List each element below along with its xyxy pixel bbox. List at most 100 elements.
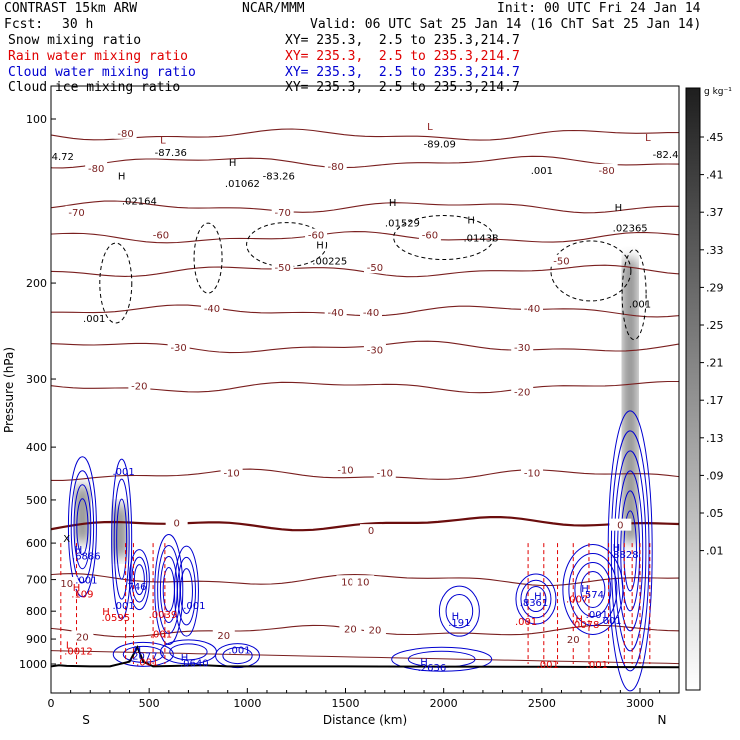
isotherm-label-bg bbox=[595, 163, 618, 176]
extremum-label: -87.36 bbox=[155, 148, 187, 159]
isotherm-line bbox=[51, 231, 679, 244]
colorbar-tick-label: .21 bbox=[706, 357, 724, 370]
isotherm-line bbox=[51, 516, 679, 532]
mixing-ratio-contour bbox=[112, 641, 174, 667]
isotherm-label-bg bbox=[114, 126, 137, 139]
isotherm-label-bg bbox=[334, 463, 357, 476]
extremum-label: L bbox=[66, 640, 72, 651]
extremum-label: H bbox=[615, 203, 623, 214]
init-time: Init: 00 UTC Fri 24 Jan 14 bbox=[497, 1, 701, 16]
isotherm-label: -10 bbox=[377, 468, 393, 479]
isotherm-label-bg bbox=[220, 466, 243, 479]
extremum-label: .109 bbox=[71, 589, 93, 600]
isotherm-label-bg bbox=[363, 343, 386, 356]
extremum-label: .001 bbox=[599, 616, 621, 627]
mixing-ratio-contour bbox=[73, 484, 92, 570]
extremum-label: .001 bbox=[586, 660, 608, 671]
shading-core bbox=[623, 258, 638, 544]
model-title: CONTRAST 15km ARW bbox=[4, 1, 138, 16]
mixing-ratio-contour bbox=[580, 571, 606, 609]
mixing-ratio-contour bbox=[179, 568, 193, 615]
extremum-label: L bbox=[645, 133, 651, 144]
isotherm-label: -10 bbox=[524, 468, 540, 479]
colorbar-tick-label: .13 bbox=[706, 432, 724, 445]
isotherm-label: -50 bbox=[275, 263, 291, 274]
mixing-ratio-contour bbox=[391, 646, 493, 672]
isotherm-label-bg bbox=[352, 575, 375, 588]
forecast-value: 30 h bbox=[62, 17, 94, 32]
isotherm-label: -60 bbox=[308, 231, 324, 242]
field-xy-cloud-water: XY= 235.3, 2.5 to 235.3,214.7 bbox=[285, 65, 520, 80]
mixing-ratio-contour bbox=[621, 249, 647, 341]
mixing-ratio-contour bbox=[562, 544, 624, 636]
extremum-label: H bbox=[102, 607, 110, 618]
isotherm-label-bg bbox=[149, 228, 172, 241]
extremum-label: -83.26 bbox=[263, 172, 295, 183]
extremum-label: .001 bbox=[136, 658, 158, 669]
extremum-label: .0595 bbox=[101, 613, 130, 624]
shading-core bbox=[112, 504, 127, 559]
isotherm-label: -10 bbox=[337, 466, 353, 477]
isotherm-label-bg bbox=[521, 301, 544, 314]
x-tick-label: 0 bbox=[48, 697, 55, 710]
extremum-label: .574 bbox=[582, 590, 604, 601]
extremum-label: .0039 bbox=[149, 610, 178, 621]
isotherm-label-bg bbox=[360, 524, 383, 537]
isotherm-label: 20 bbox=[369, 626, 382, 637]
field-xy-rain: XY= 235.3, 2.5 to 235.3,214.7 bbox=[285, 49, 520, 64]
mixing-ratio-contour bbox=[70, 470, 95, 584]
field-name-cloud-ice: Cloud ice mixing ratio bbox=[8, 80, 181, 95]
isotherm-label-bg bbox=[521, 466, 544, 479]
extremum-label: H bbox=[575, 614, 583, 625]
y-tick-label: 500 bbox=[26, 494, 47, 507]
mixing-ratio-contour bbox=[222, 647, 253, 665]
isotherm-label: 20 bbox=[567, 635, 580, 646]
x-tick-label: 2500 bbox=[528, 697, 556, 710]
isotherm-label: -70 bbox=[68, 208, 84, 219]
isotherm-line bbox=[51, 128, 679, 141]
isotherm-label: -40 bbox=[204, 304, 220, 315]
extremum-label: .001 bbox=[531, 166, 553, 177]
extremum-label: -82.4 bbox=[653, 150, 679, 161]
isotherm-label: -50 bbox=[367, 263, 383, 274]
extremum-label: .001 bbox=[515, 617, 537, 628]
y-tick-label: 800 bbox=[26, 605, 47, 618]
isotherm-label: 20 bbox=[217, 631, 230, 642]
isotherm-label: 0 bbox=[368, 526, 374, 537]
extremum-label: H bbox=[134, 645, 142, 656]
mixing-ratio-contour bbox=[568, 553, 618, 627]
x-tick-label: 500 bbox=[139, 697, 160, 710]
extremum-label: H bbox=[534, 591, 542, 602]
extremum-label: H bbox=[118, 172, 126, 183]
mixing-ratio-contour bbox=[445, 594, 474, 629]
extremum-label: .001 bbox=[228, 645, 250, 656]
endpoint-left: S bbox=[82, 713, 90, 727]
isotherm-label: 10 bbox=[60, 579, 73, 590]
mixing-ratio-contour bbox=[520, 579, 552, 619]
extremum-label: .0012 bbox=[64, 647, 93, 658]
x-tick-label: 2000 bbox=[430, 697, 458, 710]
valid-time: Valid: 06 UTC Sat 25 Jan 14 (16 ChT Sat … bbox=[310, 17, 702, 32]
colorbar-units: g kg⁻¹ bbox=[704, 87, 732, 97]
isotherm-label-bg bbox=[511, 340, 534, 353]
colorbar-tick-label: .29 bbox=[706, 281, 724, 294]
y-axis-ticks: 100 200 300 400 500 600 700 800 900 1000 bbox=[19, 113, 56, 671]
isotherm-label: -40 bbox=[363, 308, 379, 319]
field-name-cloud-water: Cloud water mixing ratio bbox=[8, 65, 196, 80]
isotherm-label-bg bbox=[324, 305, 347, 318]
extremum-label: .0640 bbox=[180, 658, 209, 669]
terrain-path bbox=[51, 644, 679, 669]
isotherm-line bbox=[51, 200, 679, 214]
isotherm-line bbox=[51, 650, 679, 665]
isotherm-line bbox=[51, 155, 679, 169]
y-tick-label: 1000 bbox=[19, 658, 47, 671]
isotherm-label-bg bbox=[562, 633, 585, 646]
isotherm-label-bg bbox=[55, 576, 78, 589]
isotherm-label: -20 bbox=[131, 381, 147, 392]
extremum-label: L bbox=[160, 135, 166, 146]
extremum-label: .001 bbox=[75, 576, 97, 587]
extremum-label: .001 bbox=[150, 630, 172, 641]
colorbar-tick-label: .17 bbox=[706, 394, 724, 407]
mixing-ratio-contour bbox=[173, 545, 199, 637]
mixing-ratio-contour bbox=[525, 586, 547, 613]
